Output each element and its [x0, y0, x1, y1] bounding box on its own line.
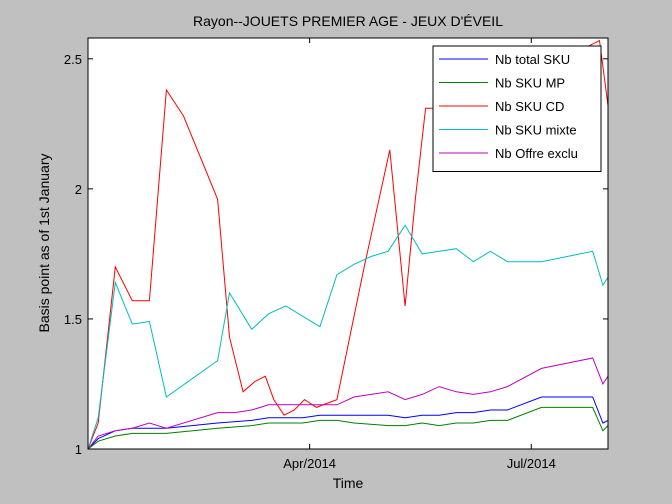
series-line-5 — [87, 357, 609, 450]
series-line-2 — [87, 406, 609, 450]
series-line-1 — [87, 396, 609, 450]
legend-box — [432, 45, 602, 172]
y-tick-label: 1.5 — [64, 312, 82, 327]
legend-label: Nb SKU MP — [495, 76, 565, 91]
legend-label: Nb SKU mixte — [495, 123, 577, 138]
legend-label: Nb total SKU — [495, 52, 570, 67]
x-axis-label: Time — [333, 475, 364, 491]
y-tick-label: 2 — [75, 182, 82, 197]
y-axis: 1 1.5 2 2.5 — [64, 52, 608, 457]
chart-title: Rayon--JOUETS PREMIER AGE - JEUX D'ÉVEIL — [193, 13, 503, 29]
legend-label: Nb Offre exclu — [495, 146, 578, 161]
x-axis: Apr/2014 Jul/2014 — [283, 38, 556, 471]
plot-frame — [87, 37, 609, 450]
y-tick-label: 1 — [75, 442, 82, 457]
legend: Nb total SKU Nb SKU MP Nb SKU CD Nb SKU mix… — [432, 45, 602, 172]
y-tick-label: 2.5 — [64, 52, 82, 67]
x-tick-label: Jul/2014 — [507, 456, 556, 471]
y-axis-label: Basis point as of 1st January — [36, 154, 52, 333]
legend-label: Nb SKU CD — [495, 99, 564, 114]
series-line-4 — [87, 224, 609, 450]
x-tick-label: Apr/2014 — [283, 456, 336, 471]
